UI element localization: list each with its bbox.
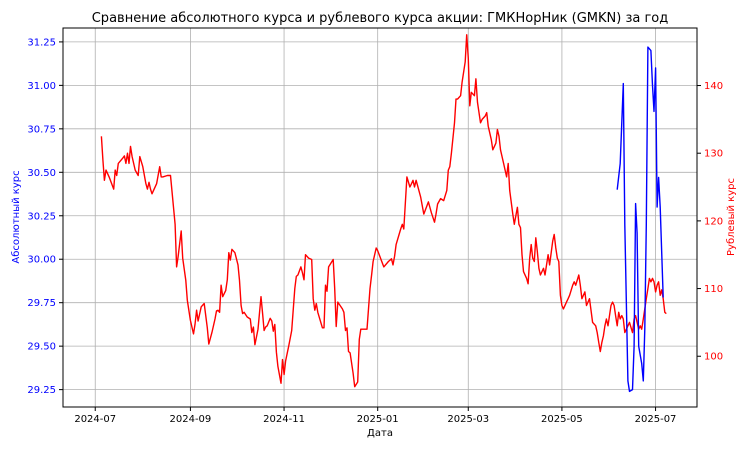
x-tick-label: 2025-01: [357, 414, 399, 425]
right-y-tick-label: 100: [704, 352, 723, 363]
x-tick-label: 2025-07: [635, 414, 677, 425]
x-tick-label: 2025-03: [447, 414, 489, 425]
left-y-tick-label: 30.00: [27, 255, 56, 266]
left-y-tick-label: 31.25: [27, 37, 56, 48]
series-lines: [100, 34, 667, 393]
chart-title: Сравнение абсолютного курса и рублевого …: [92, 11, 669, 26]
x-tick-label: 2025-05: [541, 414, 583, 425]
right-y-axis-ticks: 100 110 120 130 140: [697, 81, 723, 363]
x-axis-label: Дата: [367, 428, 393, 439]
right-y-tick-label: 110: [704, 284, 723, 295]
ruble-price-line: [100, 34, 667, 388]
left-y-tick-label: 29.50: [27, 342, 56, 353]
left-y-tick-label: 29.75: [27, 298, 56, 309]
plot-frame: [62, 27, 698, 408]
right-y-tick-label: 140: [704, 81, 723, 92]
right-y-tick-label: 130: [704, 149, 723, 160]
left-y-axis-ticks: 29.25 29.50 29.75 30.00 30.25 30.50 30.75 31.00…: [27, 37, 63, 396]
left-y-axis-label: Абсолютный курс: [11, 170, 22, 263]
x-tick-label: 2024-11: [263, 414, 305, 425]
left-y-tick-label: 30.75: [27, 124, 56, 135]
left-y-tick-label: 31.00: [27, 81, 56, 92]
absolute-price-line: [616, 46, 664, 393]
left-y-tick-label: 30.50: [27, 168, 56, 179]
right-y-tick-label: 120: [704, 216, 723, 227]
right-y-axis-label: Рублевый курс: [726, 178, 737, 256]
left-y-tick-label: 30.25: [27, 211, 56, 222]
x-tick-label: 2024-09: [170, 414, 212, 425]
x-axis-ticks: 2024-07 2024-09 2024-11 2025-01 2025-03 2025-…: [74, 407, 676, 425]
grid: [63, 28, 697, 407]
x-tick-label: 2024-07: [74, 414, 116, 425]
left-y-tick-label: 29.25: [27, 385, 56, 396]
